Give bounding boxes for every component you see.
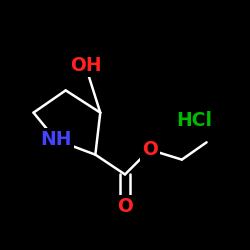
Text: NH: NH [40,130,72,149]
Text: OH: OH [70,56,101,75]
Text: NH: NH [40,130,72,149]
Text: O: O [142,140,158,159]
Text: HCl: HCl [176,110,212,130]
Text: OH: OH [70,56,101,75]
Text: HCl: HCl [176,110,212,130]
Text: O: O [117,197,133,216]
Text: O: O [117,197,133,216]
Text: O: O [142,140,158,159]
